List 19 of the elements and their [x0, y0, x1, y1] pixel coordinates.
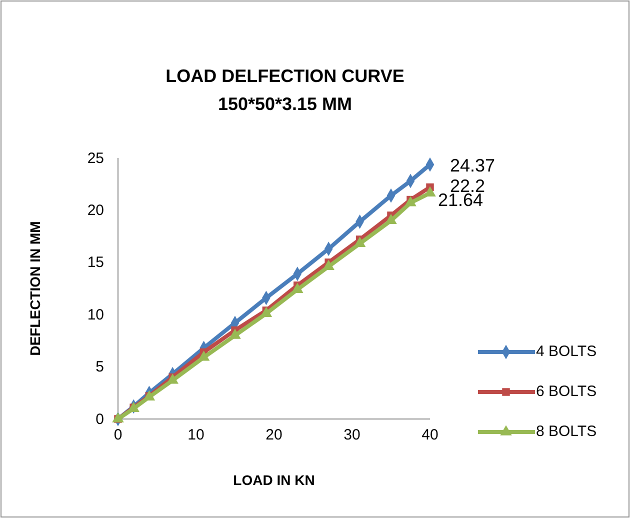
y-tick-label: 15 [87, 254, 104, 272]
chart-title: LOAD DELFECTION CURVE [166, 66, 404, 86]
x-tick-label: 30 [344, 426, 360, 444]
data-label: 24.37 [450, 155, 496, 176]
legend-label: 8 BOLTS [536, 422, 597, 440]
y-tick-label: 10 [87, 306, 104, 324]
x-tick-label: 0 [114, 426, 122, 444]
x-tick-label: 10 [188, 426, 204, 444]
y-axis-title: DEFLECTION IN MM [27, 221, 43, 356]
legend-label: 6 BOLTS [536, 382, 597, 400]
legend-label: 4 BOLTS [536, 342, 597, 360]
y-tick-label: 25 [87, 150, 104, 167]
x-axis-title: LOAD IN KN [233, 472, 315, 488]
x-tick-label: 40 [422, 426, 438, 444]
chart-subtitle: 150*50*3.15 MM [218, 94, 352, 114]
y-tick-label: 5 [96, 358, 104, 376]
y-tick-label: 20 [87, 202, 104, 219]
y-tick-label: 0 [96, 410, 104, 428]
x-tick-label: 20 [266, 426, 282, 444]
